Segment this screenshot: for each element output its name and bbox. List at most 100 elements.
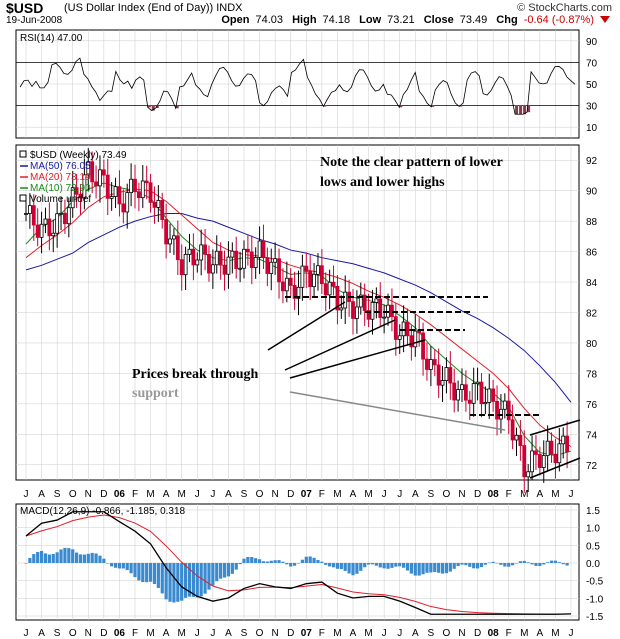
candle-body bbox=[113, 186, 118, 197]
candle-body bbox=[304, 265, 309, 272]
legend-entry: MA(50) 76.05 bbox=[30, 161, 91, 172]
month-tick-label: M bbox=[146, 628, 154, 639]
macd-histogram-bar bbox=[526, 562, 530, 563]
rsi-panel: 90 70 50 30 10 RSI(14) 47.00 bbox=[15, 29, 598, 139]
close-label: Close bbox=[423, 14, 454, 26]
macd-histogram-bar bbox=[328, 563, 332, 567]
candle-body bbox=[218, 250, 223, 266]
candle-body bbox=[117, 186, 122, 205]
ticker-symbol: $USD bbox=[6, 0, 44, 16]
candle-body bbox=[335, 285, 340, 311]
candle-body bbox=[226, 256, 231, 275]
candle-body bbox=[502, 400, 507, 410]
macd-tick-label: 0.0 bbox=[586, 559, 600, 570]
low-value: 73.21 bbox=[387, 14, 415, 26]
macd-histogram-bar bbox=[553, 560, 558, 563]
legend-swatch bbox=[19, 194, 27, 202]
macd-histogram-bar bbox=[347, 563, 351, 574]
macd-histogram-bar bbox=[211, 563, 215, 586]
month-tick-label: J bbox=[195, 489, 200, 500]
month-tick-label: 06 bbox=[114, 628, 126, 639]
candle-body bbox=[152, 202, 157, 208]
month-tick-label: 08 bbox=[488, 489, 500, 500]
macd-histogram-bar bbox=[254, 558, 258, 563]
description-text: (US Dollar Index (End of Day)) bbox=[64, 2, 214, 14]
rsi-tick-label: 30 bbox=[586, 102, 598, 113]
candle-body bbox=[460, 384, 464, 390]
chart-header: $USD (US Dollar Index (End of Day)) INDX… bbox=[4, 0, 616, 26]
macd-histogram-bar bbox=[503, 563, 507, 567]
macd-histogram-bar bbox=[304, 556, 308, 563]
legend-entry: $USD (Weekly) 73.49 bbox=[30, 150, 127, 161]
legend-entry: Volume undef bbox=[30, 194, 91, 205]
month-tick-label: A bbox=[163, 489, 170, 500]
macd-histogram-bar bbox=[472, 563, 476, 569]
macd-histogram-bar bbox=[164, 563, 168, 600]
candle-body bbox=[425, 358, 429, 370]
price-tick-label: 84 bbox=[586, 278, 598, 289]
annotation-support: support bbox=[132, 386, 179, 401]
candle-body bbox=[121, 203, 126, 213]
candle-body bbox=[55, 213, 60, 234]
candle-body bbox=[351, 301, 355, 319]
macd-histogram-bar bbox=[63, 547, 67, 563]
month-tick-label: J bbox=[382, 489, 387, 500]
month-tick-label: M bbox=[178, 489, 186, 500]
candle-body bbox=[565, 435, 570, 453]
candle-body bbox=[78, 193, 83, 199]
candle-body bbox=[397, 335, 402, 340]
macd-histogram-bar bbox=[429, 563, 433, 573]
month-tick-label: M bbox=[333, 489, 341, 500]
macd-histogram-bar bbox=[444, 563, 449, 574]
macd-histogram-bar bbox=[308, 556, 312, 563]
macd-histogram-bar bbox=[121, 563, 125, 569]
candle-body bbox=[269, 261, 274, 274]
candle-body bbox=[66, 207, 71, 225]
macd-histogram-bar bbox=[281, 561, 285, 563]
macd-histogram-bar bbox=[222, 563, 227, 578]
macd-histogram-bar bbox=[475, 563, 480, 569]
macd-histogram-bar bbox=[413, 563, 417, 576]
macd-frame bbox=[15, 503, 580, 621]
candle-body bbox=[273, 258, 278, 263]
macd-histogram-bar bbox=[191, 563, 195, 597]
macd-histogram-bar bbox=[296, 563, 301, 564]
candle-body bbox=[553, 453, 558, 464]
month-tick-label: D bbox=[474, 489, 481, 500]
macd-histogram-bar bbox=[265, 561, 269, 563]
macd-histogram-bar bbox=[518, 561, 522, 563]
macd-histogram-bar bbox=[549, 560, 554, 563]
macd-histogram-bar bbox=[129, 563, 133, 574]
macd-histogram-bar bbox=[125, 563, 129, 571]
macd-histogram-bar bbox=[522, 560, 526, 563]
macd-histogram-bar bbox=[530, 563, 534, 565]
macd-histogram-bar bbox=[285, 563, 289, 565]
month-tick-label: J bbox=[397, 489, 402, 500]
candle-body bbox=[390, 304, 394, 318]
candle-body bbox=[222, 264, 227, 275]
month-tick-label: M bbox=[364, 489, 372, 500]
macd-histogram-bar bbox=[339, 563, 343, 570]
break-arrow bbox=[267, 301, 346, 351]
candle-body bbox=[316, 265, 320, 275]
macd-histogram-bar bbox=[374, 563, 378, 566]
month-tick-label: N bbox=[458, 489, 465, 500]
macd-histogram-bar bbox=[110, 563, 114, 567]
month-tick-label: N bbox=[85, 489, 92, 500]
month-tick-label: J bbox=[210, 628, 215, 639]
candle-body bbox=[210, 264, 215, 274]
candle-body bbox=[374, 298, 379, 303]
candle-body bbox=[471, 383, 476, 404]
macd-histogram-bar bbox=[59, 549, 63, 563]
month-tick-label: 08 bbox=[488, 628, 500, 639]
candle-body bbox=[549, 440, 554, 455]
candle-body bbox=[370, 302, 375, 320]
month-tick-label: F bbox=[319, 489, 325, 500]
candle-body bbox=[105, 174, 110, 199]
candle-body bbox=[187, 248, 192, 255]
rsi-line bbox=[19, 57, 576, 115]
candle-body bbox=[242, 248, 246, 269]
open-label: Open bbox=[221, 14, 250, 26]
macd-histogram-bar bbox=[351, 563, 355, 576]
